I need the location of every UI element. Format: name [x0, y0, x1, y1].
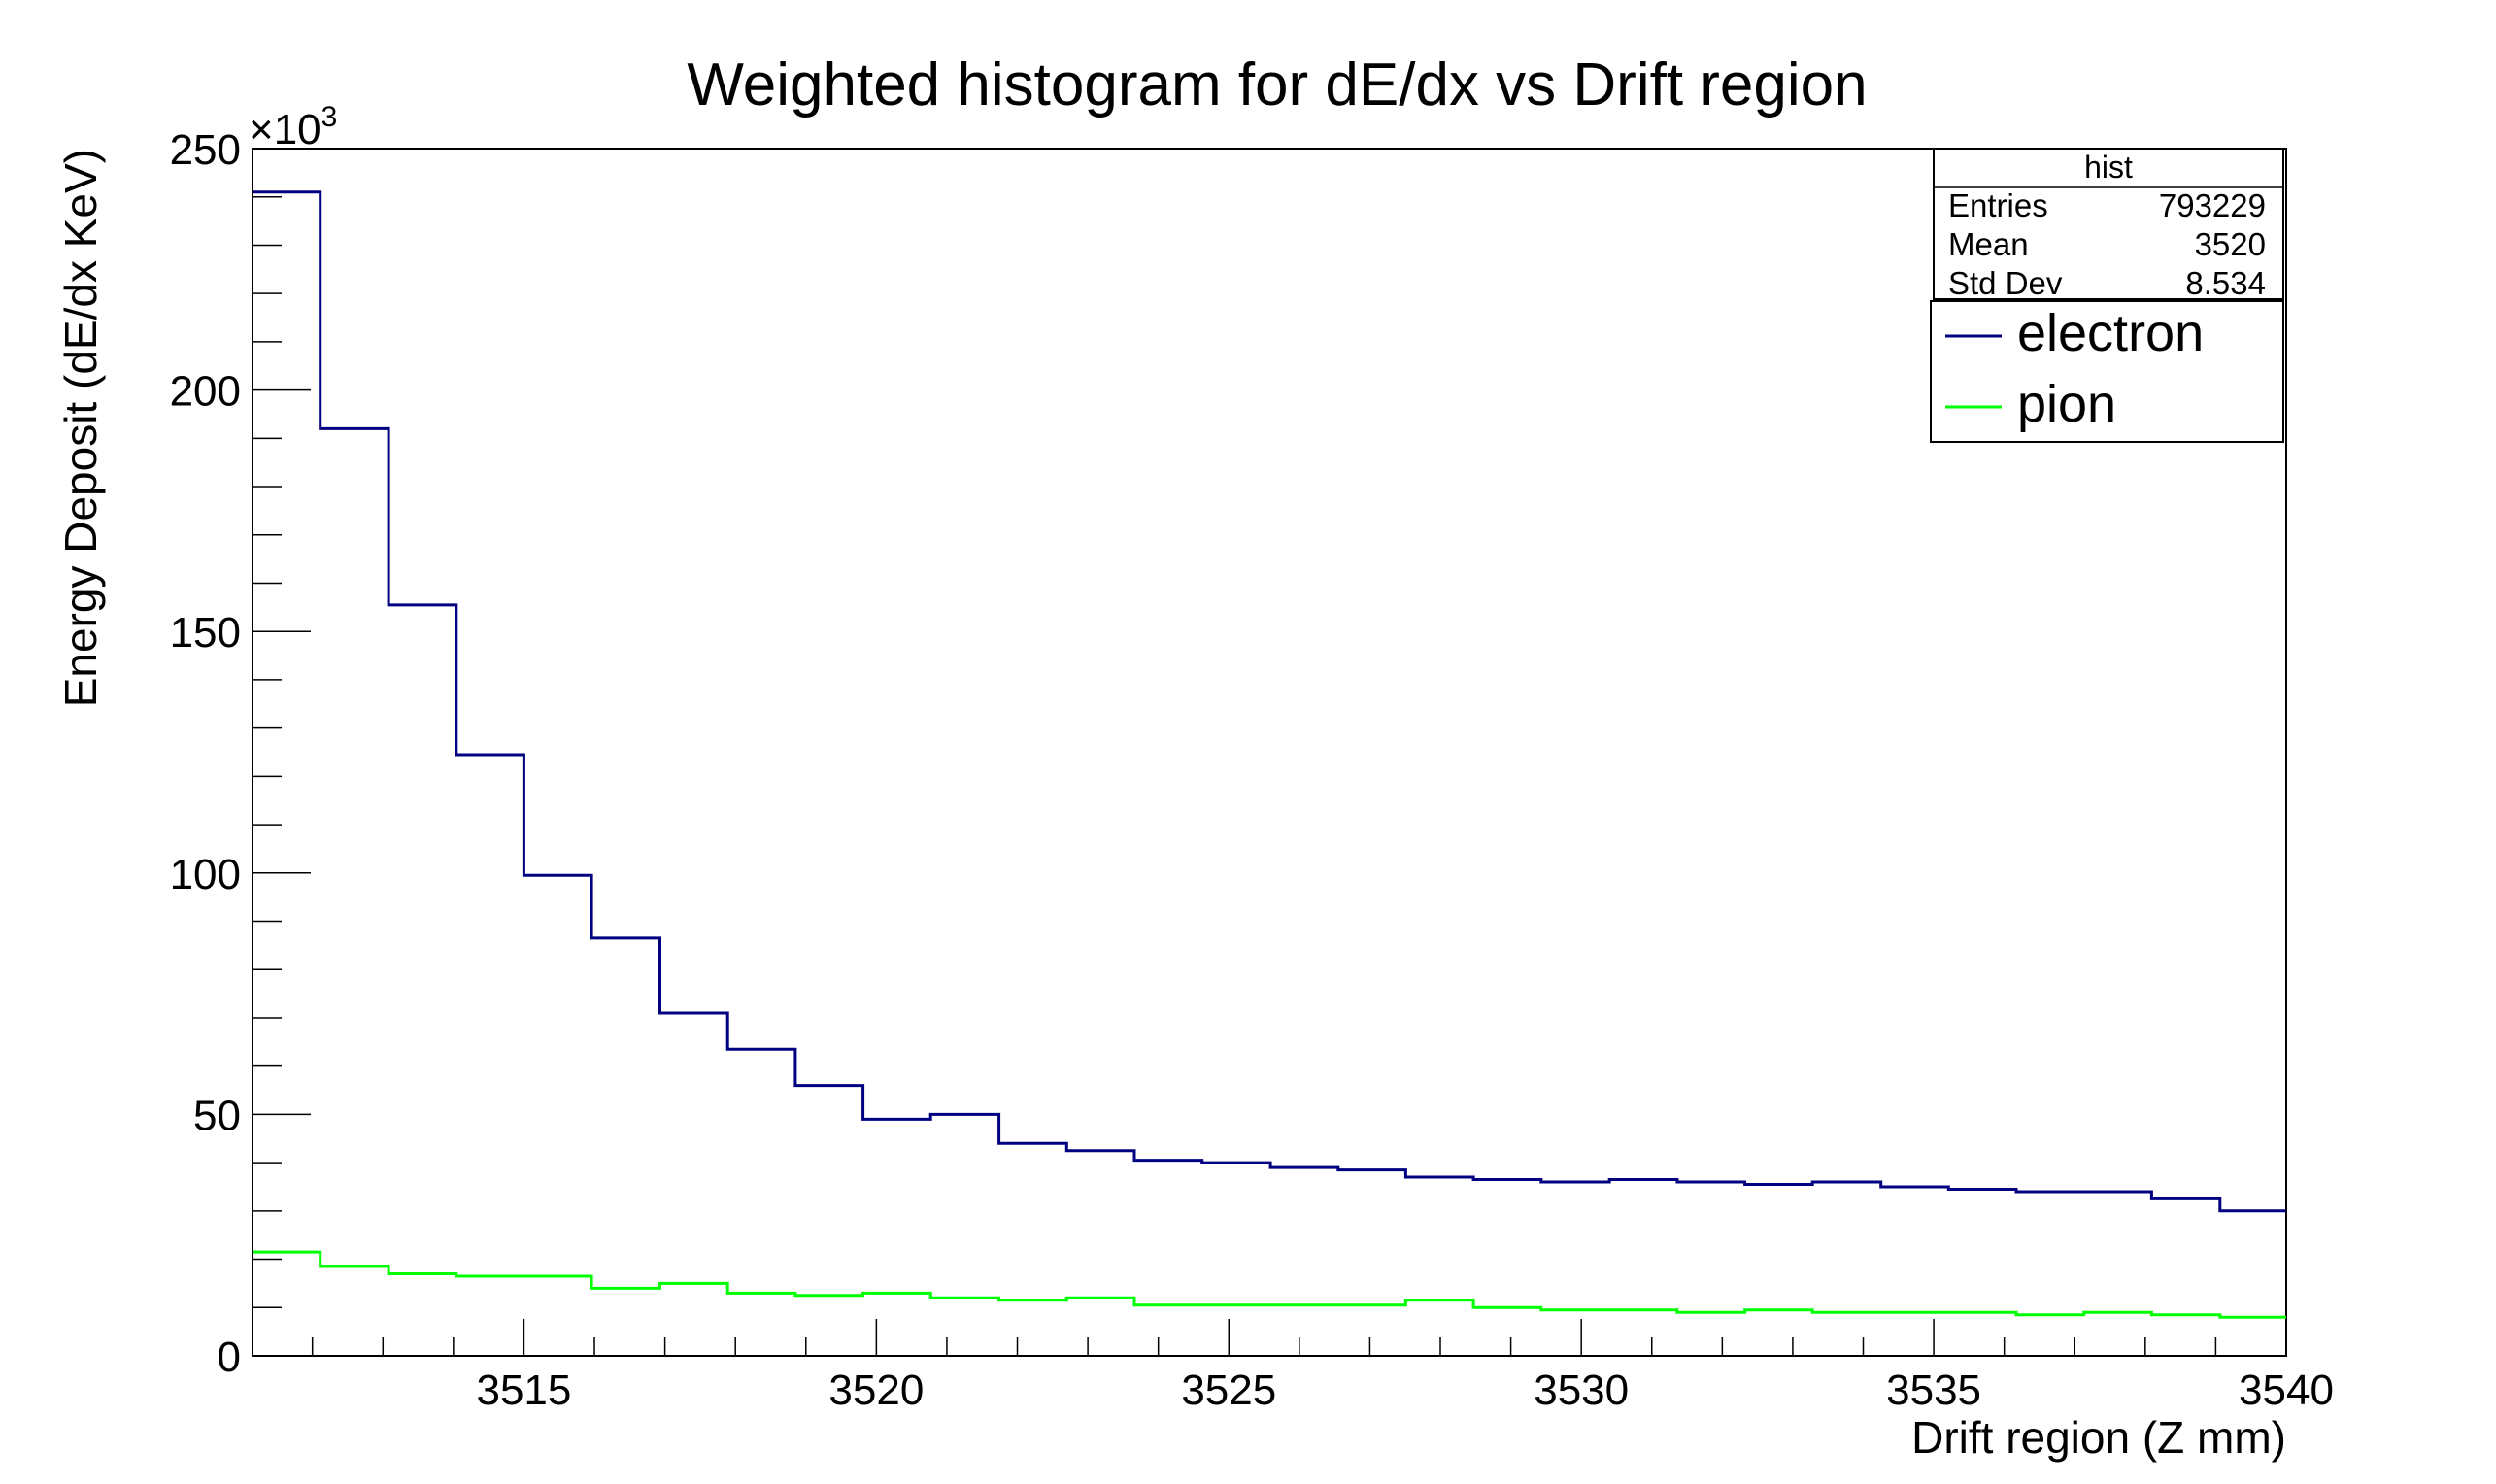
stats-mean-value: 3520 [2195, 226, 2266, 262]
series-pion [253, 1250, 2286, 1319]
x-tick-label: 3530 [1534, 1366, 1629, 1414]
y-axis-multiplier: ×103 [249, 101, 337, 153]
y-axis-label: Energy Deposit (dE/dx KeV) [55, 149, 106, 707]
x-tick-label: 3525 [1181, 1366, 1276, 1414]
y-tick-label: 200 [170, 368, 241, 416]
axis-ticks: 3515 3520 3525 3530 3535 3540 0 50 100 150 200 250 [170, 126, 2334, 1414]
legend: electron pion [1930, 300, 2284, 443]
stats-box-title: hist [2084, 150, 2133, 185]
series-electron [253, 190, 2286, 1213]
y-multiplier-base: ×10 [249, 106, 321, 153]
series-layer [253, 190, 2286, 1319]
y-tick-label: 50 [193, 1092, 241, 1139]
plot-area: 3515 3520 3525 3530 3535 3540 0 50 100 150 200 250 [170, 126, 2334, 1414]
stats-box-frame [1933, 148, 2284, 300]
chart-title: Weighted histogram for dE/dx vs Drift re… [687, 51, 1867, 118]
y-tick-label: 150 [170, 609, 241, 657]
series-line-pion [253, 1250, 2286, 1319]
x-tick-label: 3520 [828, 1366, 924, 1414]
stats-box: hist Entries 793229 Mean 3520 Std Dev 8.… [1933, 148, 2284, 301]
y-tick-label: 0 [218, 1333, 241, 1381]
plot-frame [252, 148, 2287, 1357]
stats-mean-label: Mean [1948, 226, 2029, 262]
stats-stddev-label: Std Dev [1948, 265, 2063, 301]
x-tick-label: 3515 [476, 1366, 571, 1414]
y-tick-label: 100 [170, 851, 241, 898]
x-axis-label: Drift region (Z mm) [1911, 1412, 2286, 1463]
legend-frame [1930, 300, 2284, 443]
stats-entries-value: 793229 [2159, 187, 2266, 223]
stats-entries-label: Entries [1948, 187, 2048, 223]
stats-stddev-value: 8.534 [2185, 265, 2266, 301]
y-multiplier-exponent: 3 [321, 101, 338, 133]
series-line-electron [253, 190, 2286, 1213]
y-tick-label: 250 [170, 126, 241, 174]
x-tick-label: 3540 [2239, 1366, 2334, 1414]
legend-label-pion: pion [2017, 375, 2116, 433]
x-tick-label: 3535 [1886, 1366, 1981, 1414]
legend-label-electron: electron [2017, 304, 2204, 362]
